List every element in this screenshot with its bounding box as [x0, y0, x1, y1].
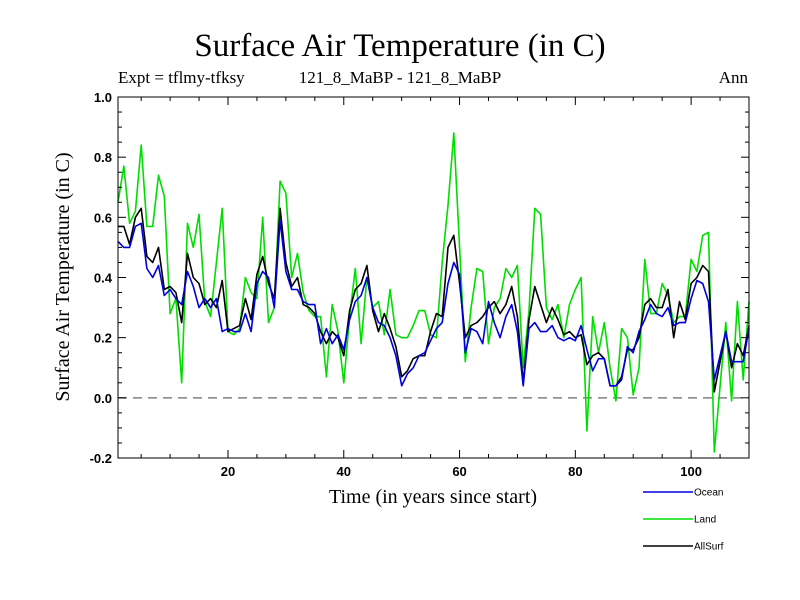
x-tick-label: 100 — [680, 464, 702, 479]
legend-label-allsurf: AllSurf — [694, 542, 724, 553]
x-tick-label: 40 — [337, 464, 351, 479]
y-tick-label: 0.2 — [94, 331, 112, 346]
axis-ticks: -0.2 0.0 0.2 0.4 0.6 0.8 1.0 20 40 60 80 100 — [90, 90, 749, 479]
y-tick-label: 0.0 — [94, 391, 112, 406]
series-line-allsurf — [118, 207, 750, 393]
x-tick-label: 80 — [568, 464, 582, 479]
y-tick-label: 0.4 — [94, 271, 113, 286]
series-line-ocean — [117, 219, 750, 387]
x-tick-label: 20 — [221, 464, 235, 479]
plot-frame — [117, 96, 750, 459]
experiment-label: Expt = tflmy-tfksy — [118, 68, 245, 87]
legend-label-ocean: Ocean — [694, 488, 723, 499]
y-axis-label: Surface Air Temperature (in C) — [52, 152, 74, 401]
legend: Ocean Land AllSurf — [643, 488, 724, 553]
series-layer — [117, 132, 750, 453]
series-line-land — [117, 132, 750, 453]
x-axis-label: Time (in years since start) — [329, 486, 537, 508]
chart-title: Surface Air Temperature (in C) — [194, 28, 606, 64]
season-label: Ann — [718, 68, 748, 87]
period-label: 121_8_MaBP - 121_8_MaBP — [298, 68, 502, 87]
y-tick-label: 0.6 — [94, 210, 112, 225]
y-tick-label: 0.8 — [94, 150, 112, 165]
y-tick-label: 1.0 — [94, 90, 112, 105]
y-tick-label: -0.2 — [90, 451, 112, 466]
legend-label-land: Land — [694, 515, 716, 526]
x-tick-label: 60 — [452, 464, 466, 479]
